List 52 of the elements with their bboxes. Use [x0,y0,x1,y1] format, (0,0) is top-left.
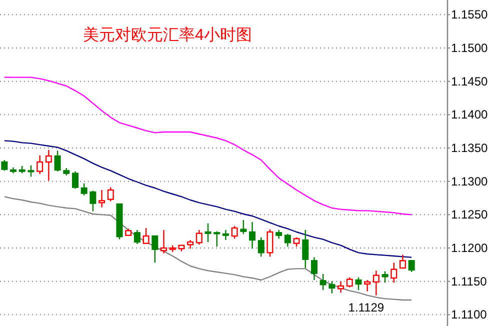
y-tick-label: 1.1300 [451,174,488,188]
y-tick-label: 1.1400 [451,108,488,122]
candlestick [72,170,78,190]
candlestick [302,229,309,269]
y-tick-label: 1.1450 [451,74,488,88]
candlestick [364,279,371,292]
candlestick [1,159,8,172]
line-series [4,140,412,258]
candlestick [266,228,274,258]
y-tick-label: 1.1500 [451,41,488,55]
y-tick-label: 1.1550 [451,8,488,22]
candlestick [214,230,220,248]
candlestick [80,182,88,196]
text: 美元对欧元汇率4小时图 [83,26,252,44]
candlestick [372,270,380,296]
y-tick-label: 1.1350 [451,141,488,155]
candlestick [258,236,264,258]
line-series [4,76,412,216]
y-tick-label: 1.1200 [451,241,488,255]
candlestick [152,235,158,264]
candlestick [408,259,415,273]
candlestick [310,256,318,281]
y-tick-label: 1.1100 [451,308,488,322]
candlestick [90,190,96,212]
y-tick-label: 1.1250 [451,208,488,222]
candlestick [160,229,168,254]
candlestick [36,154,44,175]
candlestick [196,229,202,246]
candlestick [134,229,140,245]
candlestick [28,164,34,178]
y-tick-label: 1.1150 [451,274,488,288]
candlestick [98,189,106,208]
candlestick [284,233,291,248]
candlestick [45,149,52,182]
candlestick [54,150,61,172]
candlestick [399,254,406,270]
candlestick [338,280,344,294]
candlestick [240,219,247,235]
candlestick [328,280,336,294]
candlestick [222,229,229,241]
candlestick [382,270,388,284]
candlestick [320,273,326,291]
candlestick [293,236,300,248]
candlestick [107,186,114,202]
candlestick [249,221,256,250]
candlestick [390,262,398,284]
candlestick [142,227,150,245]
annotation: 1.1129 [348,300,384,314]
candlestick [204,222,212,243]
candlestick [231,225,238,240]
candlestick [355,276,362,291]
candlestick [346,276,353,288]
